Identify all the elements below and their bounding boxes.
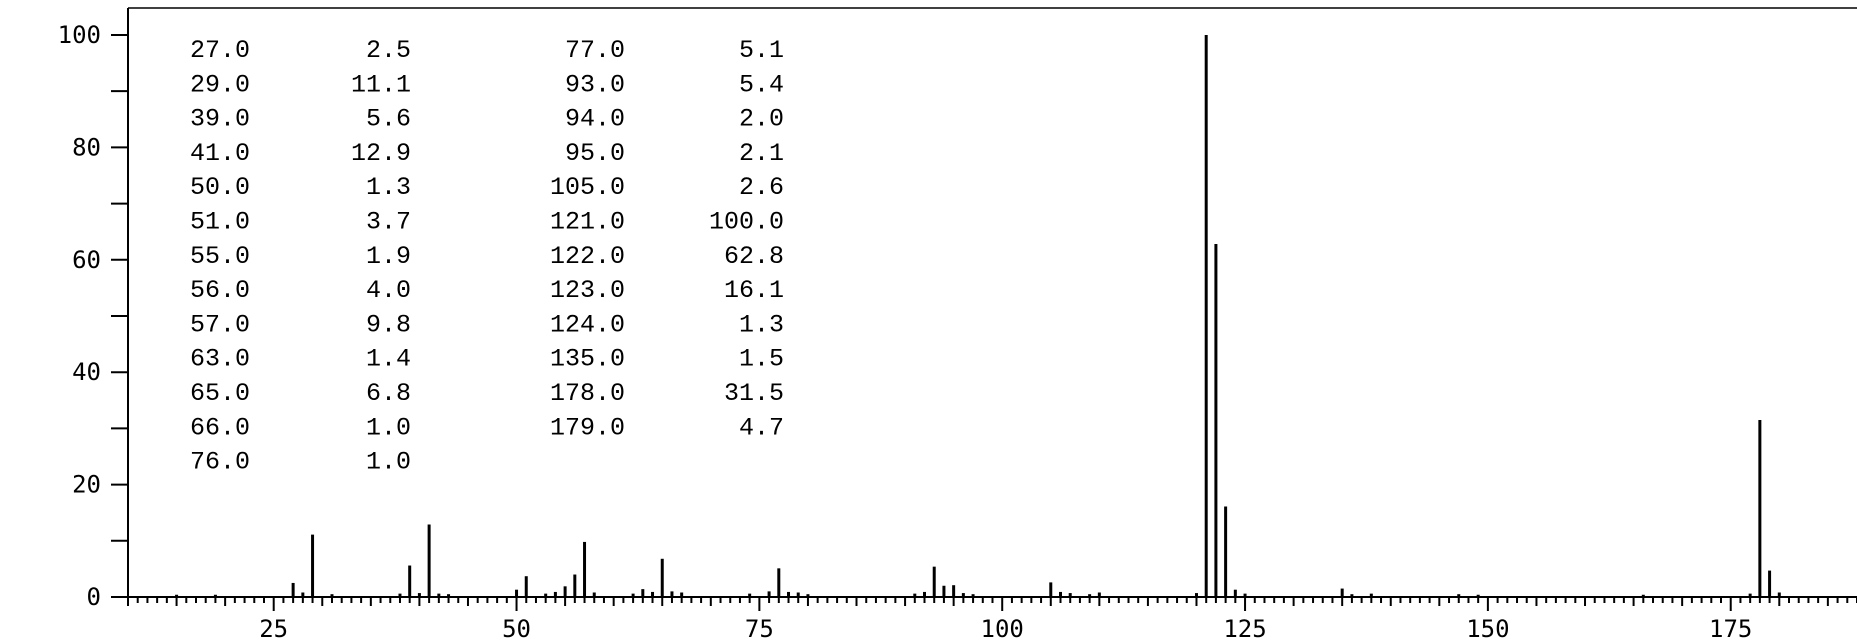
peak-table-mz: 121.0 [550,208,625,237]
peak-table-mz: 27.0 [190,36,250,65]
peak-table-mz: 124.0 [550,310,625,339]
y-tick-label: 40 [72,358,101,386]
peak-table-intensity: 1.0 [366,413,411,442]
peak-table-intensity: 4.7 [739,413,784,442]
peak-table-intensity: 16.1 [724,276,784,305]
x-tick-label: 175 [1709,615,1752,643]
peak-table-mz: 57.0 [190,310,250,339]
peak-table-mz: 56.0 [190,276,250,305]
peak-table-mz: 122.0 [550,242,625,271]
x-tick-label: 75 [745,615,774,643]
peak-table-intensity: 1.3 [739,310,784,339]
peak-table-intensity: 1.0 [366,448,411,477]
x-tick-label: 125 [1223,615,1266,643]
peak-table-intensity: 1.4 [366,345,411,374]
y-tick-label: 0 [87,583,101,611]
peak-table-mz: 51.0 [190,208,250,237]
y-tick-label: 80 [72,133,101,161]
peak-table-intensity: 62.8 [724,242,784,271]
peak-table-intensity: 5.1 [739,36,784,65]
peak-table-mz: 41.0 [190,139,250,168]
peak-table-intensity: 2.0 [739,105,784,134]
x-tick-label: 50 [502,615,531,643]
y-tick-label: 100 [58,21,101,49]
peak-table-mz: 95.0 [565,139,625,168]
peak-table-intensity: 2.6 [739,173,784,202]
peak-table-mz: 77.0 [565,36,625,65]
peak-table-mz: 76.0 [190,448,250,477]
peak-table-intensity: 1.5 [739,345,784,374]
peak-table-mz: 65.0 [190,379,250,408]
x-tick-label: 25 [259,615,288,643]
peak-table-intensity: 5.4 [739,70,784,99]
peak-table-intensity: 2.5 [366,36,411,65]
peak-table-mz: 50.0 [190,173,250,202]
peak-table-mz: 63.0 [190,345,250,374]
peak-table-intensity: 3.7 [366,208,411,237]
peak-table: 27.0 2.5 29.0 11.1 39.0 5.6 41.0 12.9 50.0 1.3 51.… [190,36,784,477]
peak-table-mz: 55.0 [190,242,250,271]
peak-table-intensity: 1.9 [366,242,411,271]
peak-table-mz: 135.0 [550,345,625,374]
peak-table-mz: 39.0 [190,105,250,134]
peak-table-mz: 179.0 [550,413,625,442]
peak-table-intensity: 11.1 [351,70,411,99]
peak-table-intensity: 2.1 [739,139,784,168]
peak-table-intensity: 31.5 [724,379,784,408]
peak-table-intensity: 4.0 [366,276,411,305]
peak-table-intensity: 5.6 [366,105,411,134]
peak-table-mz: 29.0 [190,70,250,99]
x-tick-label: 150 [1466,615,1509,643]
y-tick-label: 20 [72,471,101,499]
spectrum-bars [175,34,1781,597]
axis-ticks: 0 20 40 60 80 100 25 50 75 100 125 150 175 [58,21,1857,643]
peak-table-intensity: 100.0 [709,208,784,237]
x-tick-label: 100 [981,615,1024,643]
peak-table-mz: 178.0 [550,379,625,408]
peak-table-intensity: 1.3 [366,173,411,202]
y-tick-label: 60 [72,246,101,274]
peak-table-intensity: 9.8 [366,310,411,339]
peak-table-mz: 66.0 [190,413,250,442]
peak-table-mz: 123.0 [550,276,625,305]
peak-table-mz: 105.0 [550,173,625,202]
peak-table-mz: 94.0 [565,105,625,134]
peak-table-mz: 93.0 [565,70,625,99]
peak-table-intensity: 6.8 [366,379,411,408]
peak-table-intensity: 12.9 [351,139,411,168]
